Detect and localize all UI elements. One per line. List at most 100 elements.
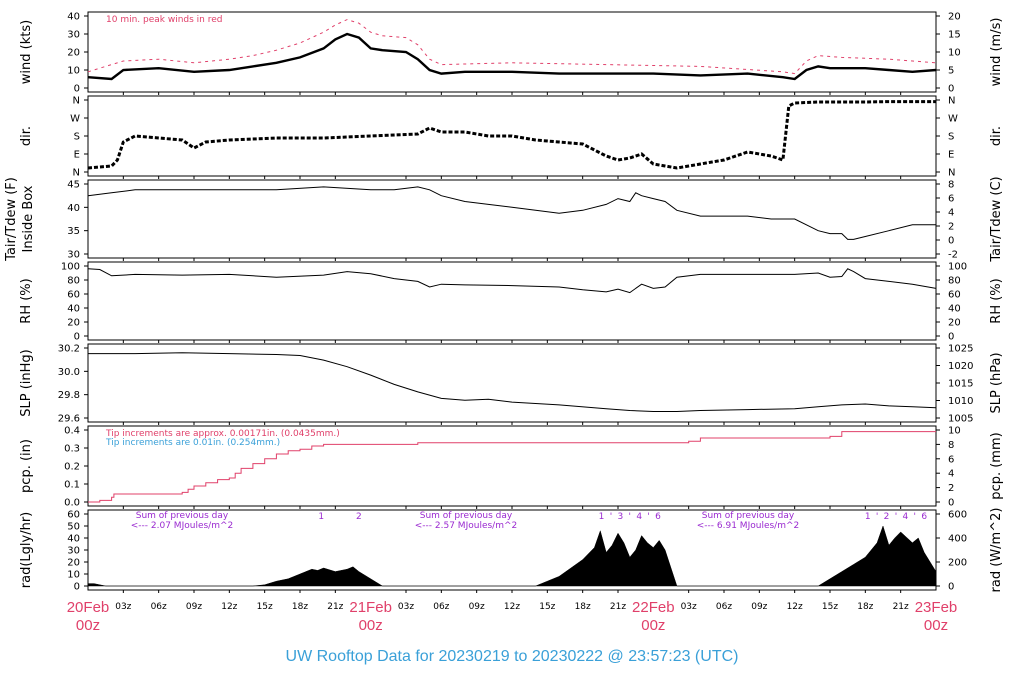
left-tick-label: 29.8 <box>58 390 80 401</box>
right-tick-label: 1010 <box>948 396 973 407</box>
right-tick-label: 0 <box>948 84 954 95</box>
right-tick-label: 1005 <box>948 414 973 425</box>
x-tick-label: 12z <box>504 602 520 612</box>
dir-series <box>87 100 936 170</box>
left-tick-label: 40 <box>67 12 80 23</box>
left-tick-label: S <box>74 132 80 143</box>
x-tick-label: 03z <box>681 602 697 612</box>
x-tick-label: 03z <box>398 602 414 612</box>
rad-series <box>87 525 937 587</box>
x-tick-label: 18z <box>857 602 873 612</box>
left-tick-label: N <box>73 168 80 179</box>
right-tick-label: 60 <box>948 290 961 301</box>
right-tick-label: 4 <box>948 469 954 480</box>
x-tick-label: 15z <box>822 602 838 612</box>
x-tick-label: 18z <box>292 602 308 612</box>
x-tick-label: 12z <box>787 602 803 612</box>
left-tick-label: E <box>74 150 80 161</box>
left-tick-label: 100 <box>61 262 80 273</box>
pcp-series <box>88 431 936 503</box>
wind-note: 10 min. peak winds in red <box>106 15 223 25</box>
right-tick-label: 10 <box>948 426 961 437</box>
x-tick-label: 21z <box>327 602 343 612</box>
date-label: 21Feb 00z <box>341 599 401 635</box>
date-label-hour: 00z <box>923 617 949 634</box>
date-label-day: 20Feb <box>66 599 110 616</box>
rad-hour-mark: 6 <box>655 512 661 522</box>
left-tick-label: 0 <box>74 582 80 593</box>
rad-hour-mark: 6 <box>921 512 927 522</box>
left-tick-label: 30.2 <box>58 344 80 355</box>
right-tick-label: -2 <box>948 250 958 261</box>
ylabel-right: wind (m/s) <box>989 18 1004 87</box>
rad-hour-mark: ' <box>629 512 631 522</box>
rad-sum-value: <--- 6.91 MJoules/m^2 <box>697 521 799 531</box>
left-tick-label: 10 <box>67 66 80 77</box>
x-tick-label: 21z <box>893 602 909 612</box>
left-tick-label: 10 <box>67 570 80 581</box>
left-tick-label: 0 <box>74 84 80 95</box>
date-label-hour: 00z <box>358 617 383 634</box>
right-tick-label: 80 <box>948 276 961 287</box>
right-tick-label: W <box>948 114 958 125</box>
left-tick-label: 0 <box>74 332 80 343</box>
left-tick-label: 0.1 <box>64 480 80 491</box>
left-tick-label: 30 <box>67 250 80 261</box>
right-tick-label: 2 <box>948 483 954 494</box>
panel-frame-temp <box>87 179 937 259</box>
left-tick-label: N <box>73 96 80 107</box>
right-tick-label: S <box>948 132 954 143</box>
right-tick-label: 6 <box>948 454 954 465</box>
rad-sum-label: Sum of previous day <box>420 511 513 521</box>
date-label-hour: 00z <box>75 617 101 634</box>
rad-hour-mark: ' <box>610 512 612 522</box>
left-tick-label: 30 <box>67 30 80 41</box>
left-tick-label: 35 <box>67 226 80 237</box>
left-tick-label: 30.0 <box>58 367 80 378</box>
temp-series <box>87 186 936 240</box>
right-tick-label: 4 <box>948 208 954 219</box>
wind-mean-series <box>87 32 937 81</box>
right-tick-label: 200 <box>948 558 967 569</box>
right-tick-label: 5 <box>948 66 954 77</box>
date-label: 23Feb 00z <box>906 599 966 635</box>
rad-hour-mark: ' <box>895 512 897 522</box>
left-tick-label: 0.3 <box>64 444 80 455</box>
x-tick-label: 06z <box>151 602 167 612</box>
rad-hour-mark: 1 <box>865 512 871 522</box>
right-tick-label: 8 <box>948 440 954 451</box>
rad-sum-value: <--- 2.07 MJoules/m^2 <box>131 521 233 531</box>
ylabel-left-2: Inside Box <box>21 185 36 252</box>
ylabel-left: SLP (inHg) <box>19 349 34 417</box>
rad-sum-value: <--- 2.57 MJoules/m^2 <box>415 521 517 531</box>
rh-series <box>87 268 937 294</box>
wind-peak-series <box>87 19 937 75</box>
rad-hour-mark: 2 <box>356 512 362 522</box>
left-tick-label: 40 <box>67 304 80 315</box>
right-tick-label: 0 <box>948 498 954 509</box>
ylabel-right: pcp. (mm) <box>989 432 1004 499</box>
ylabel-left: wind (kts) <box>19 20 34 84</box>
rad-hour-mark: 4 <box>903 512 909 522</box>
left-tick-label: 40 <box>67 534 80 545</box>
left-tick-label: 30 <box>67 546 80 557</box>
ylabel-right: RH (%) <box>989 278 1004 323</box>
rad-hour-mark: 1 <box>599 512 605 522</box>
right-tick-label: 400 <box>948 534 967 545</box>
right-tick-label: 0 <box>948 332 954 343</box>
x-tick-label: 03z <box>115 602 131 612</box>
rad-hour-mark: ' <box>876 512 878 522</box>
right-tick-label: 8 <box>948 180 954 191</box>
x-tick-label: 09z <box>469 602 485 612</box>
date-label-day: 21Feb <box>349 599 392 616</box>
left-tick-label: 60 <box>67 290 80 301</box>
left-tick-label: 60 <box>67 510 80 521</box>
pcp-note-red: Tip increments are approx. 0.00171in. (0… <box>105 429 340 439</box>
ylabel-left: RH (%) <box>19 278 34 323</box>
x-tick-label: 15z <box>539 602 555 612</box>
x-tick-label: 18z <box>575 602 591 612</box>
right-tick-label: E <box>948 150 954 161</box>
left-tick-label: 0.4 <box>64 426 80 437</box>
x-tick-label: 12z <box>221 602 237 612</box>
right-tick-label: 10 <box>948 48 961 59</box>
